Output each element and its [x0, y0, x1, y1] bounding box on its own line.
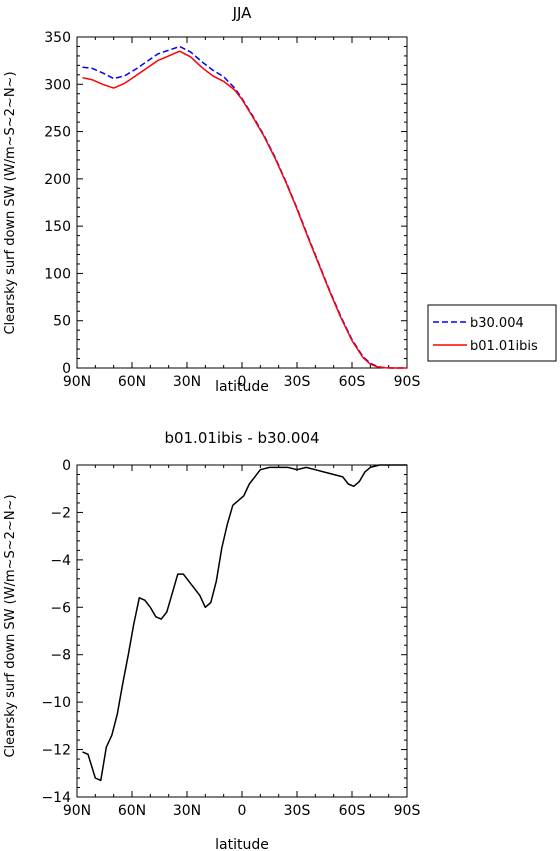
legend-label-b01-01ibis: b01.01ibis [470, 339, 538, 354]
y-tick-label: −10 [41, 695, 71, 711]
series-line-b01-01ibis [82, 50, 407, 369]
series-line-b30-004 [82, 45, 407, 369]
y-tick-labels-top: 0 50 100 150 200 250 300 350 [44, 30, 71, 377]
chart-panel-bottom: b01.01ibis - b30.004 0−2−4−6−8−10−12−14 … [3, 429, 420, 851]
chart-panel-top: JJA 0 50 100 150 200 250 300 350 90N 60N 30N 0 30S 6… [3, 4, 420, 395]
x-tick-label: 0 [238, 374, 247, 390]
x-tick-label: 0 [238, 803, 247, 819]
y-axis-label-bottom: Clearsky surf down SW (W/m~S~2~N~) [3, 494, 18, 757]
y-tick-label: 350 [44, 30, 71, 46]
x-tick-label: 30N [173, 374, 201, 390]
y-axis-label-top: Clearsky surf down SW (W/m~S~2~N~) [3, 71, 18, 334]
plot-frame-top [76, 36, 408, 369]
x-tick-label: 90S [394, 374, 421, 390]
x-tick-labels-top: 90N 60N 30N 0 30S 60S 90S [63, 374, 421, 390]
series-line-difference-0 [82, 464, 407, 782]
y-tick-label: 250 [44, 125, 71, 141]
x-tick-label: 60S [339, 374, 366, 390]
y-tick-label: 0 [62, 458, 71, 474]
y-tick-label: −4 [50, 553, 71, 569]
x-tick-label: 30N [173, 803, 201, 819]
y-tick-label: 200 [44, 172, 71, 188]
tick-marks-bottom [76, 464, 408, 798]
series-lines-top [82, 45, 407, 369]
x-axis-label-bottom: latitude [215, 837, 269, 851]
y-tick-label: 300 [44, 77, 71, 93]
tick-marks-top [76, 36, 408, 369]
x-axis-label-top: latitude [215, 379, 269, 395]
y-tick-label: −2 [50, 505, 71, 521]
x-tick-labels-bottom: 90N 60N 30N 0 30S 60S 90S [63, 803, 421, 819]
x-tick-label: 30S [284, 374, 311, 390]
y-tick-label: −14 [41, 790, 71, 806]
x-tick-label: 60N [118, 374, 146, 390]
x-tick-label: 60S [339, 803, 366, 819]
series-lines-bottom [82, 464, 407, 782]
y-tick-label: −8 [50, 648, 71, 664]
y-tick-label: −12 [41, 743, 71, 759]
legend-box [427, 304, 557, 362]
legend-label-b30-004: b30.004 [470, 316, 524, 331]
x-tick-label: 90N [63, 374, 91, 390]
x-tick-label: 90N [63, 803, 91, 819]
y-tick-label: 0 [62, 361, 71, 377]
plot-frame-bottom [76, 464, 408, 798]
x-tick-label: 90S [394, 803, 421, 819]
chart-title-bottom: b01.01ibis - b30.004 [164, 429, 319, 447]
y-tick-label: 100 [44, 266, 71, 282]
y-tick-label: 50 [53, 314, 71, 330]
y-tick-label: 150 [44, 219, 71, 235]
x-tick-label: 60N [118, 803, 146, 819]
y-tick-label: −6 [50, 600, 71, 616]
x-tick-label: 30S [284, 803, 311, 819]
y-tick-labels-bottom: 0 −2 −4 −6 −8 −10 −12 −14 [41, 458, 71, 806]
chart-title-top: JJA [232, 4, 253, 22]
legend: b30.004 b01.01ibis [427, 304, 557, 362]
